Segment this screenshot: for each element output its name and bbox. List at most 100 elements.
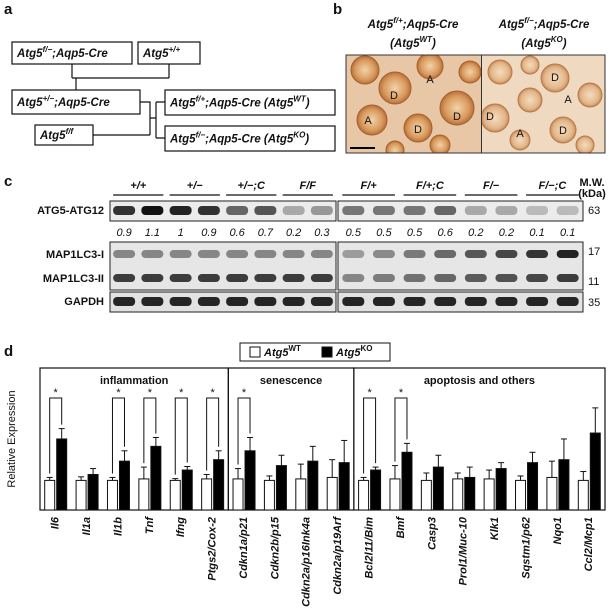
quantification: 0.5 xyxy=(346,227,362,239)
panel-label: a xyxy=(4,1,13,18)
text-part: Atg5 xyxy=(142,48,169,60)
legend-swatch xyxy=(321,346,333,358)
genotype-box xyxy=(11,41,133,65)
band xyxy=(197,250,220,258)
y-axis-label: Relative Expression xyxy=(6,390,18,487)
x-tick-label: Bcl2l11/Bim xyxy=(363,517,375,579)
significance-mark: * xyxy=(116,387,121,399)
quantification: 0.3 xyxy=(314,227,330,239)
text-part: (Atg5 xyxy=(521,38,551,50)
quantification: 0.6 xyxy=(438,227,454,239)
region-label: D xyxy=(453,111,461,123)
x-tick-label: Tnf xyxy=(144,516,156,534)
blot-row-label: MAP1LC3-I xyxy=(46,249,104,261)
band xyxy=(169,250,192,258)
blot-row-label: ATG5-ATG12 xyxy=(37,205,104,217)
x-tick-label: Prol1/Muc-10 xyxy=(458,516,470,585)
bar xyxy=(263,479,275,511)
tubule xyxy=(549,116,577,144)
text-part: ;Aqp5-Cre (Atg5 xyxy=(205,98,294,110)
band xyxy=(495,297,518,306)
quantification: 0.2 xyxy=(499,227,514,239)
image-subtitle: (Atg5WT) xyxy=(390,35,436,50)
text-part: +/+ xyxy=(169,45,181,54)
bar xyxy=(558,459,570,511)
band xyxy=(526,297,549,306)
tubule xyxy=(385,140,405,153)
text-part: Atg5 xyxy=(367,19,394,31)
group-box xyxy=(353,367,606,511)
text-part: WT xyxy=(293,95,307,104)
band xyxy=(434,274,457,282)
x-tick-label: Casp3 xyxy=(426,517,438,550)
group-label: inflammation xyxy=(100,375,169,387)
tubule xyxy=(439,90,475,126)
x-tick-label: Sqstm1/p62 xyxy=(520,517,532,579)
group-label: apoptosis and others xyxy=(424,375,535,387)
blot-row-label: GAPDH xyxy=(64,296,104,308)
band xyxy=(342,250,365,258)
genotype-header: F/+ xyxy=(361,180,378,192)
band xyxy=(282,206,305,215)
text-part: Atg5 xyxy=(169,134,196,146)
band xyxy=(464,297,487,306)
x-tick-label: Klk1 xyxy=(489,517,501,540)
text-part: ;Aqp5-Cre xyxy=(403,19,459,31)
band xyxy=(197,274,220,282)
bar xyxy=(138,478,150,511)
region-label: A xyxy=(564,94,572,106)
tubule xyxy=(540,63,570,93)
quantification: 0.9 xyxy=(116,227,131,239)
text-part: ;Aqp5-Cre xyxy=(52,48,108,60)
bar xyxy=(106,479,118,511)
bar xyxy=(307,460,319,511)
panel-label: c xyxy=(4,173,12,190)
band xyxy=(254,297,277,306)
band xyxy=(403,250,426,258)
tubule xyxy=(575,135,595,153)
band xyxy=(113,250,136,258)
x-tick-label: Cdkn2b/p15 xyxy=(269,516,281,579)
genotype-label: Atg5f/−;Aqp5-Cre (Atg5KO) xyxy=(169,131,309,146)
legend-name: Atg5 xyxy=(335,347,361,359)
region-label: D xyxy=(551,72,559,84)
quantification: 0.9 xyxy=(201,227,216,239)
histology-image xyxy=(346,55,481,153)
text-part: f/− xyxy=(43,45,53,54)
text-part: ;Aqp5-Cre (Atg5 xyxy=(205,134,294,146)
band xyxy=(403,206,426,215)
mw-marker: 63 xyxy=(588,205,600,217)
genotype-box xyxy=(164,125,336,152)
band xyxy=(169,206,192,215)
band xyxy=(226,250,249,258)
region-label: A xyxy=(364,115,372,127)
significance-mark: * xyxy=(399,387,404,399)
bar xyxy=(118,460,130,511)
legend-box xyxy=(239,342,391,362)
image-title: Atg5f/−;Aqp5-Cre xyxy=(498,16,590,31)
mw-title: (kDa) xyxy=(578,188,606,200)
genotype-box xyxy=(164,89,336,116)
genotype-box xyxy=(137,41,201,65)
band xyxy=(141,250,164,258)
text-part: Atg5 xyxy=(39,130,66,142)
band xyxy=(556,274,579,282)
text-part: ;Aqp5-Cre xyxy=(534,19,590,31)
band xyxy=(434,297,457,306)
bar xyxy=(483,478,495,511)
blot-row-label: MAP1LC3-II xyxy=(43,273,104,285)
bar xyxy=(577,479,589,511)
band xyxy=(254,206,277,215)
band xyxy=(372,274,395,282)
histology-image xyxy=(482,55,605,153)
band xyxy=(310,250,333,258)
image-frame xyxy=(345,54,606,154)
bar xyxy=(464,476,476,511)
legend-name: Atg5 xyxy=(263,347,289,359)
x-tick-label: Bmf xyxy=(395,516,407,539)
tubule xyxy=(356,104,388,136)
legend-sup: KO xyxy=(360,344,372,353)
bar xyxy=(169,479,181,511)
band xyxy=(526,206,549,215)
